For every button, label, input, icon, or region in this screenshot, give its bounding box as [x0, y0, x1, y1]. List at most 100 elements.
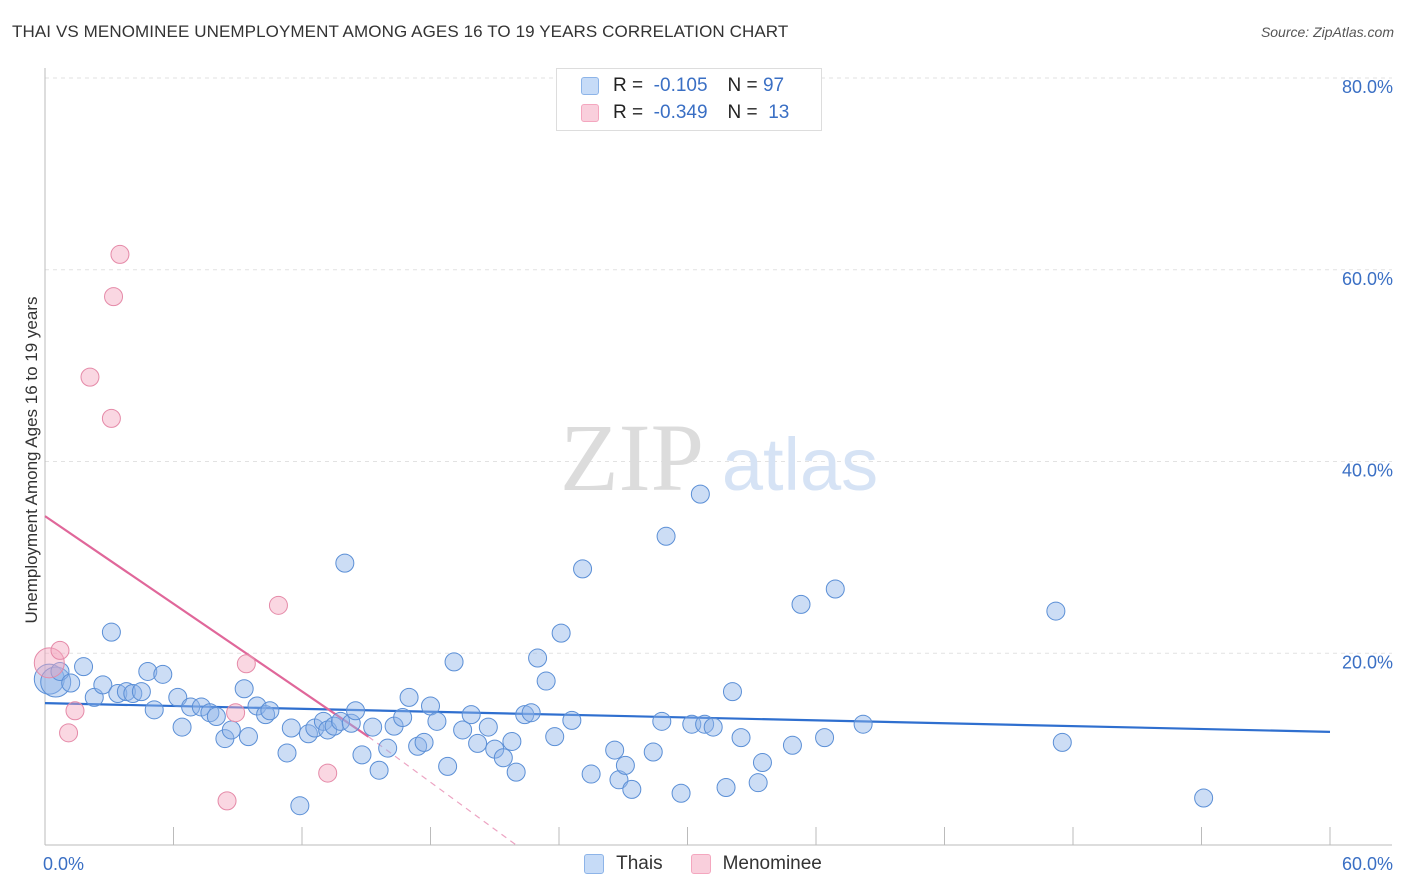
point-thais: [346, 701, 366, 721]
point-thais: [506, 762, 526, 782]
chart-title: THAI VS MENOMINEE UNEMPLOYMENT AMONG AGE…: [12, 22, 789, 41]
point-thais: [40, 666, 72, 698]
point-thais: [427, 711, 447, 731]
point-thais: [453, 720, 473, 740]
legend-n-value: 97: [762, 75, 785, 96]
point-thais: [551, 623, 571, 643]
series-legend-thais[interactable]: Thais: [584, 853, 663, 875]
source-note: Source: ZipAtlas.com: [1260, 24, 1394, 40]
point-menominee: [65, 701, 85, 721]
point-thais: [716, 777, 736, 797]
point-thais: [536, 671, 556, 691]
point-thais: [144, 700, 164, 720]
point-thais: [444, 652, 464, 672]
series-legend-menominee[interactable]: Menominee: [690, 853, 822, 875]
watermark-zip: ZIP: [560, 404, 704, 511]
point-thais: [101, 622, 121, 642]
point-thais: [414, 732, 434, 752]
data-points: [33, 244, 1214, 816]
point-thais: [61, 673, 81, 693]
point-thais: [690, 484, 710, 504]
point-thais: [671, 783, 691, 803]
point-thais: [652, 711, 672, 731]
legend-n-label: N =: [727, 75, 758, 96]
point-thais: [656, 526, 676, 546]
legend-swatch-menominee: [581, 104, 599, 122]
point-menominee: [268, 595, 288, 615]
stats-legend: R = -0.105 N = 97 R = -0.349 N = 13: [556, 68, 822, 131]
point-thais: [643, 742, 663, 762]
point-thais: [277, 743, 297, 763]
point-thais: [1052, 732, 1072, 752]
point-thais: [493, 748, 513, 768]
legend-n-value: 13: [768, 102, 790, 123]
point-thais: [609, 770, 629, 790]
point-thais: [478, 717, 498, 737]
point-thais: [1046, 601, 1066, 621]
point-menominee: [50, 640, 70, 660]
point-thais: [521, 703, 541, 723]
point-thais: [622, 779, 642, 799]
axes: [44, 68, 1392, 846]
series-swatch-menominee: [690, 854, 711, 874]
point-menominee: [217, 791, 237, 811]
trend-line-menominee: [44, 515, 370, 738]
series-legend: Thais Menominee: [0, 852, 1406, 876]
point-thais: [313, 711, 333, 731]
point-menominee: [226, 703, 246, 723]
point-thais: [1194, 788, 1214, 808]
series-swatch-thais: [584, 854, 605, 874]
point-thais: [378, 738, 398, 758]
point-thais: [468, 733, 488, 753]
point-thais: [352, 745, 372, 765]
point-thais: [791, 594, 811, 614]
y-tick-label: 40.0%: [1342, 461, 1393, 481]
point-thais: [748, 773, 768, 793]
point-menominee: [80, 367, 100, 387]
legend-r-value: -0.105: [653, 75, 708, 96]
point-thais: [438, 756, 458, 776]
point-thais: [74, 657, 94, 677]
point-thais: [172, 717, 192, 737]
x-tick-label: 60.0%: [1342, 854, 1393, 874]
point-thais: [528, 648, 548, 668]
y-tick-label: 80.0%: [1342, 77, 1393, 97]
legend-r-label: R =: [613, 75, 644, 96]
series-label-thais: Thais: [616, 853, 663, 874]
point-thais: [562, 710, 582, 730]
watermark: ZIP atlas: [560, 404, 878, 511]
point-thais: [138, 661, 158, 681]
point-menominee: [101, 408, 121, 428]
point-thais: [853, 714, 873, 734]
point-menominee: [59, 723, 79, 743]
point-thais: [722, 682, 742, 702]
point-thais: [221, 720, 241, 740]
point-thais: [93, 675, 113, 695]
point-menominee: [33, 647, 65, 679]
point-thais: [399, 687, 419, 707]
point-thais: [825, 579, 845, 599]
trend-extension-menominee: [368, 736, 517, 846]
legend-swatch-thais: [581, 77, 599, 95]
y-tick-label: 60.0%: [1342, 269, 1393, 289]
point-thais: [752, 753, 772, 773]
point-thais: [116, 682, 136, 702]
legend-n-label: N =: [727, 102, 758, 123]
point-thais: [545, 727, 565, 747]
point-thais: [815, 728, 835, 748]
series-label-menominee: Menominee: [722, 853, 822, 874]
legend-r-label: R =: [613, 102, 644, 123]
point-thais: [281, 718, 301, 738]
point-thais: [573, 559, 593, 579]
watermark-atlas: atlas: [722, 423, 878, 506]
point-thais: [581, 764, 601, 784]
point-thais: [341, 713, 361, 733]
point-thais: [238, 727, 258, 747]
point-thais: [181, 697, 201, 717]
y-axis-label: Unemployment Among Ages 16 to 19 years: [22, 296, 41, 624]
point-thais: [260, 701, 280, 721]
legend-row-thais: R = -0.105 N = 97: [581, 74, 784, 98]
point-menominee: [110, 244, 130, 264]
point-thais: [782, 735, 802, 755]
point-thais: [393, 707, 413, 727]
